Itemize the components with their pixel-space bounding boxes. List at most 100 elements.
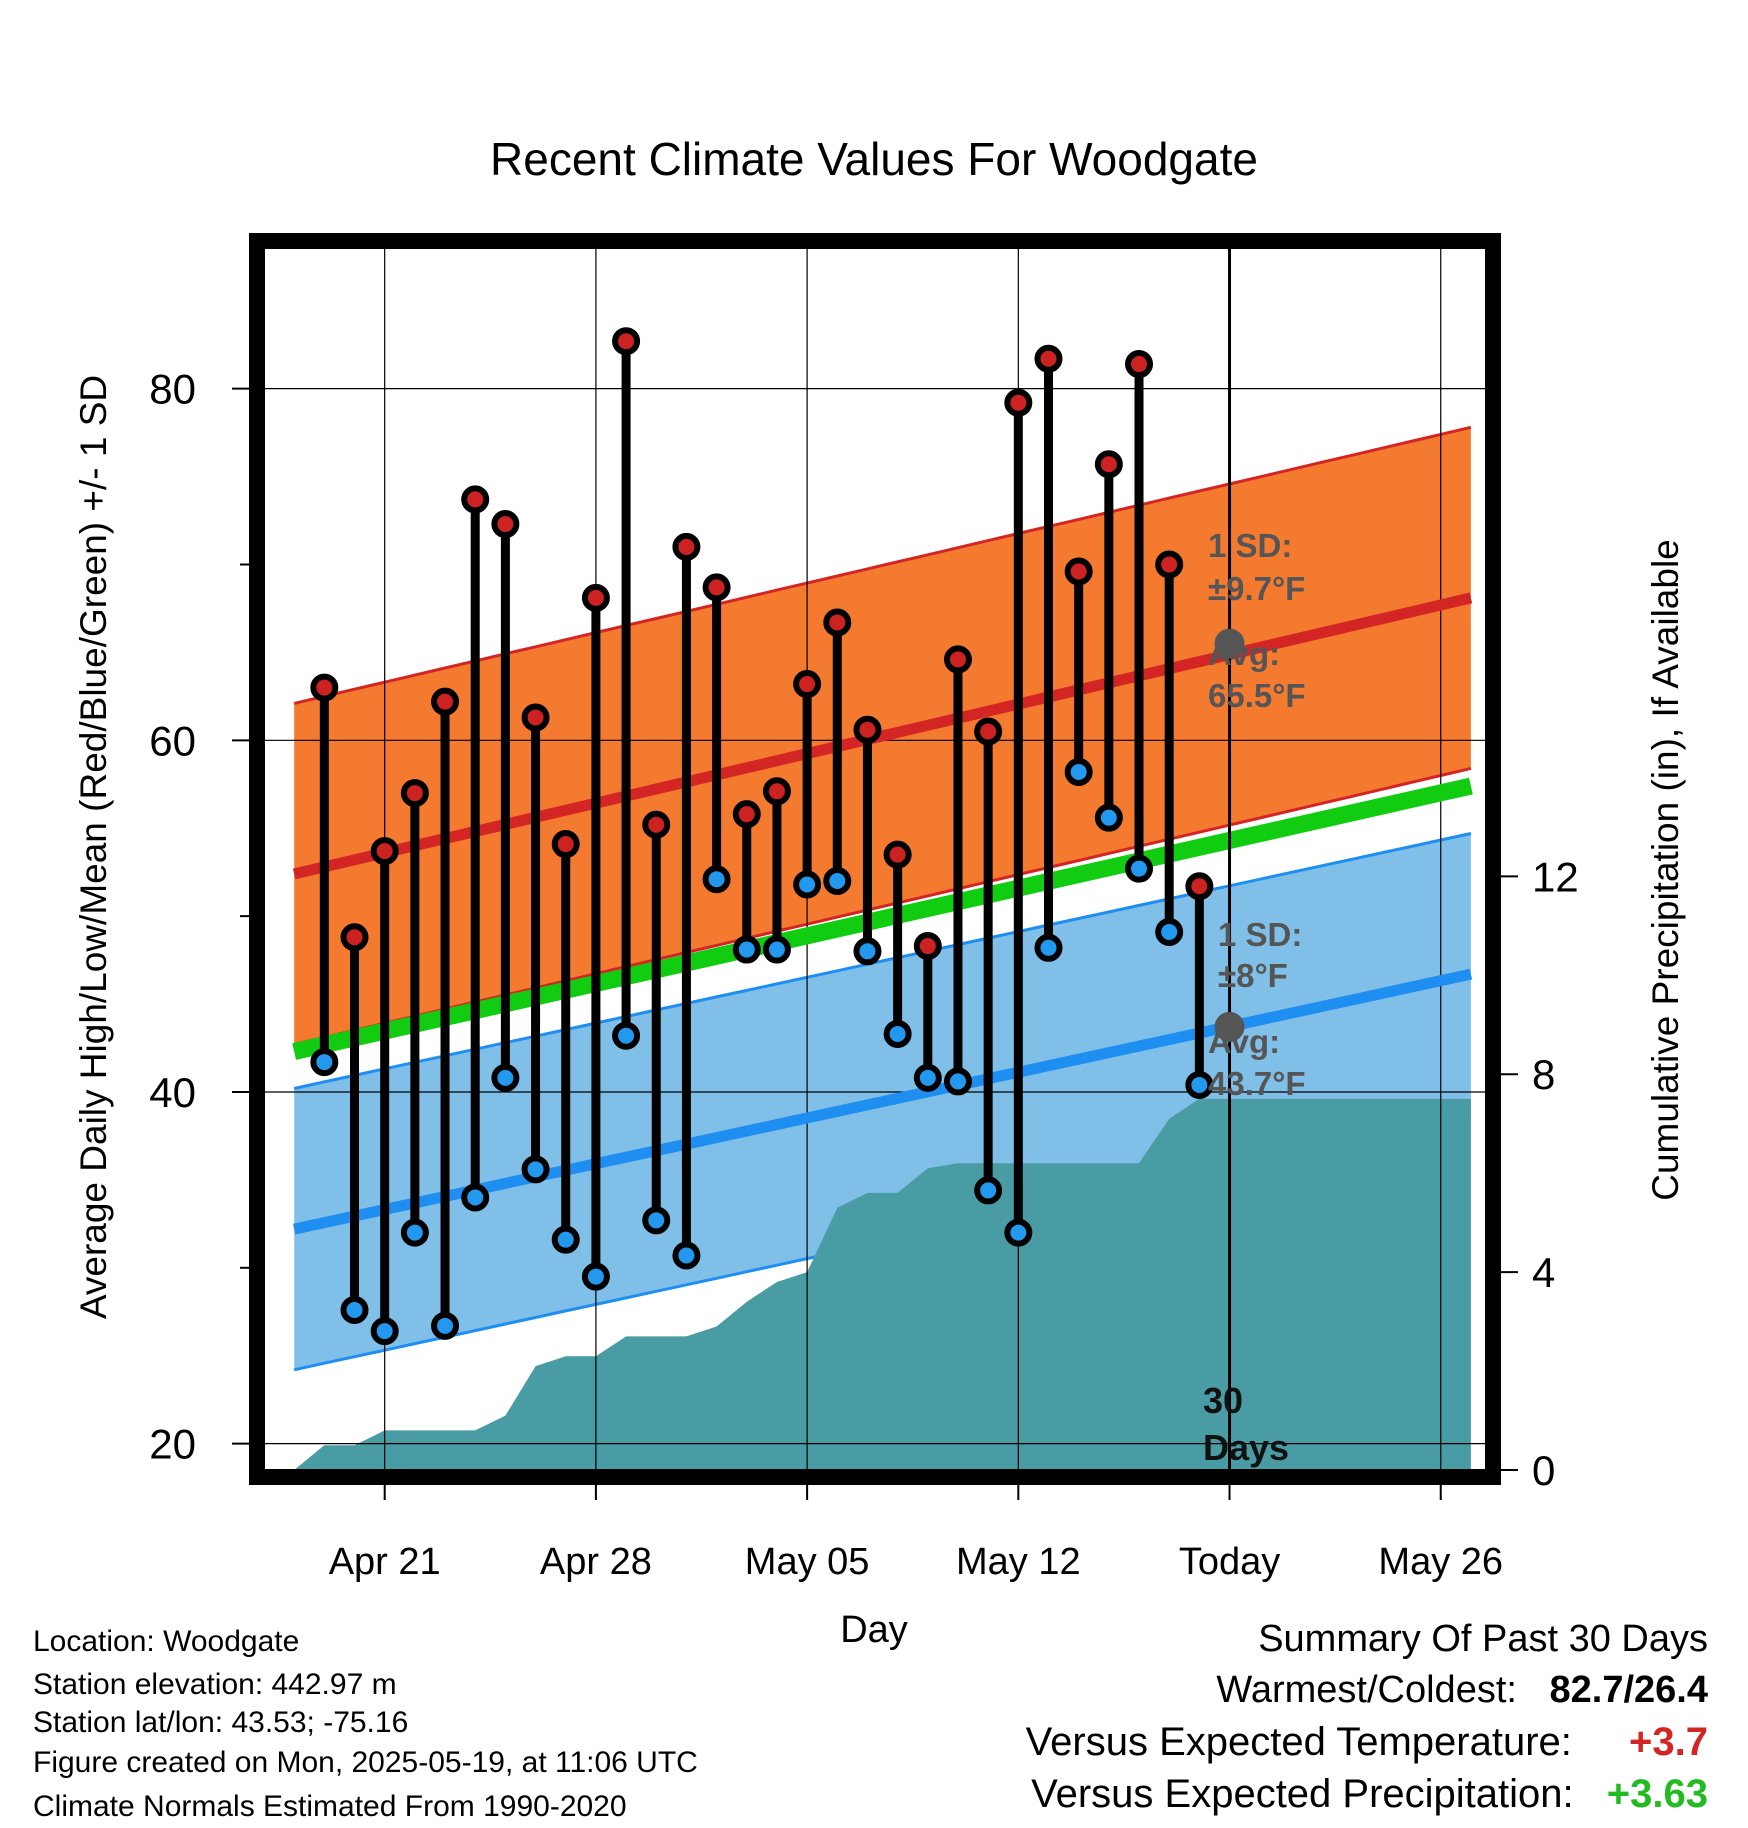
x-tick-label: Apr 28 [540,1541,652,1583]
daily-low-point [883,1019,912,1048]
daily-low-point [1125,854,1154,883]
low-sd-label: 1 SD: [1218,916,1302,953]
daily-low-point [943,1067,972,1096]
daily-high-point [521,703,550,732]
x-tick-label: May 12 [956,1541,1081,1583]
daily-low-point [400,1218,429,1247]
high-avg-value: 65.5°F [1208,677,1306,714]
daily-low-point [310,1048,339,1077]
normal-low-line [293,968,1473,1235]
warm-cold-value: 82.7/26.4 [1549,1669,1708,1711]
daily-low-point [1064,757,1093,786]
daily-high-point [370,837,399,866]
y-tick-label: 20 [149,1421,196,1468]
high-sd-label: 1 SD: [1208,527,1292,564]
y2-tick-label: 12 [1532,853,1579,900]
daily-high-point [612,327,641,356]
footer-created: Figure created on Mon, 2025-05-19, at 11… [33,1746,698,1779]
plot-frame [249,233,1501,1485]
normal-mean-line [292,777,1473,1060]
warm-cold-label: Warmest/Coldest: [1216,1669,1517,1711]
y-tick-label: 80 [149,366,196,413]
x-tick-label: Apr 21 [329,1541,441,1583]
x-tick-label: May 05 [745,1541,870,1583]
daily-high-point [400,779,429,808]
today-label-days-count: 30 [1203,1380,1243,1421]
y2-axis-label: Cumulative Precipitation (in), If Availa… [1645,539,1686,1201]
y-axis-label: Average Daily High/Low/Mean (Red/Blue/Gr… [73,375,114,1319]
y2-tick-label: 0 [1532,1447,1555,1494]
x-axis-label: Day [840,1609,908,1651]
cumulative-precipitation-area [294,1098,1471,1470]
normal-low-today-dot [1214,1011,1245,1042]
daily-high-point [883,840,912,869]
low-sd-value: ±8°F [1218,957,1288,994]
low-avg-label: Avg: [1208,1023,1280,1060]
precip-vs-expected-value: +3.63 [1606,1772,1708,1816]
daily-high-point [1125,350,1154,379]
daily-high-point [491,510,520,539]
daily-high-point [793,670,822,699]
daily-high-point [853,715,882,744]
chart-title: Recent Climate Values For Woodgate [490,133,1258,185]
precip-vs-expected-label: Versus Expected Precipitation: [1031,1772,1574,1816]
daily-high-point [823,608,852,637]
daily-low-point [1185,1070,1214,1099]
daily-high-point [913,932,942,961]
y-tick-label: 40 [149,1069,196,1116]
daily-low-point [1004,1218,1033,1247]
normal-high-line [292,592,1473,880]
normal-high-band-upper-edge [293,425,1472,705]
y2-axis-ticks: 0 4 8 12 [1501,853,1579,1494]
daily-high-point [581,583,610,612]
daily-low-point [702,865,731,894]
daily-low-point [1094,803,1123,832]
daily-low-point [431,1311,460,1340]
daily-high-point [551,830,580,859]
y2-tick-label: 8 [1532,1051,1555,1098]
daily-low-point [793,870,822,899]
daily-high-point [431,687,460,716]
summary-title: Summary Of Past 30 Days [1258,1618,1708,1660]
normal-high-today-dot [1214,628,1245,659]
x-tick-label: Today [1179,1541,1280,1583]
daily-high-point [943,645,972,674]
daily-high-point [310,673,339,702]
daily-low-point [340,1295,369,1324]
daily-high-point [1094,450,1123,479]
daily-low-point [521,1155,550,1184]
daily-low-point [612,1021,641,1050]
summary-temp-row: Versus Expected Temperature: +3.7 [1026,1720,1708,1765]
summary-precip-row: Versus Expected Precipitation: +3.63 [1031,1772,1708,1817]
x-axis-ticks: Apr 21 Apr 28 May 05 May 12 Today May 26 [329,1485,1503,1583]
daily-low-point [551,1225,580,1254]
y-axis-ticks: 20 40 60 80 [149,366,249,1468]
daily-low-point [491,1063,520,1092]
low-avg-value: 43.7°F [1208,1065,1306,1102]
high-sd-value: ±9.7°F [1208,570,1305,607]
high-avg-label: Avg: [1208,635,1280,672]
daily-low-point [762,935,791,964]
daily-high-point [974,717,1003,746]
daily-high-point [762,777,791,806]
y-tick-label: 60 [149,717,196,764]
normal-low-band-upper-edge [293,832,1472,1090]
daily-low-point [370,1317,399,1346]
daily-range-bars [310,327,1214,1346]
daily-low-point [581,1262,610,1291]
summary-warm-cold-row: Warmest/Coldest: 82.7/26.4 [1216,1669,1708,1712]
daily-high-point [1155,550,1184,579]
footer-normals: Climate Normals Estimated From 1990-2020 [33,1790,627,1823]
daily-high-point [1185,872,1214,901]
footer-location: Location: Woodgate [33,1625,300,1658]
daily-low-point [672,1241,701,1270]
daily-low-point [642,1206,671,1235]
today-label-days: Days [1203,1427,1289,1468]
daily-low-point [853,937,882,966]
daily-high-point [672,532,701,561]
daily-low-point [1034,933,1063,962]
daily-low-point [913,1063,942,1092]
daily-high-point [461,485,490,514]
daily-low-point [732,935,761,964]
daily-high-point [340,923,369,952]
